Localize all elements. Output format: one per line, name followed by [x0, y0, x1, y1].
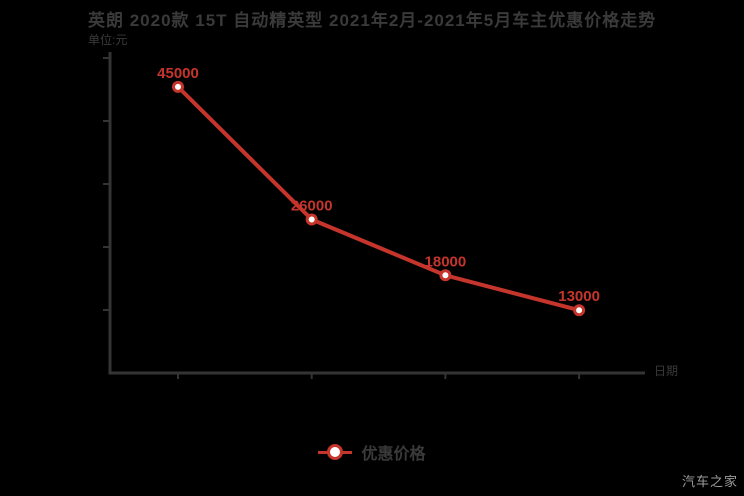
data-point-label: 45000 [157, 65, 199, 82]
data-point-marker[interactable] [305, 213, 318, 226]
y-axis-unit-label: 单位:元 [88, 33, 128, 47]
data-point-marker[interactable] [573, 304, 586, 317]
series-line [176, 84, 582, 313]
legend-item-series[interactable]: 优惠价格 [0, 438, 744, 466]
chart-title: 英朗 2020款 15T 自动精英型 2021年2月-2021年5月车主优惠价格… [88, 11, 657, 30]
data-point-label: 13000 [558, 288, 600, 305]
data-point-label: 26000 [291, 197, 333, 214]
data-point-marker[interactable] [172, 80, 184, 93]
legend-line-marker-icon [318, 439, 353, 465]
data-point-label: 18000 [425, 253, 467, 270]
watermark-logo: 汽车之家 [681, 474, 738, 489]
data-point-marker[interactable] [439, 269, 452, 282]
legend-label: 优惠价格 [361, 446, 426, 463]
x-axis-label: 日期 [654, 364, 679, 378]
